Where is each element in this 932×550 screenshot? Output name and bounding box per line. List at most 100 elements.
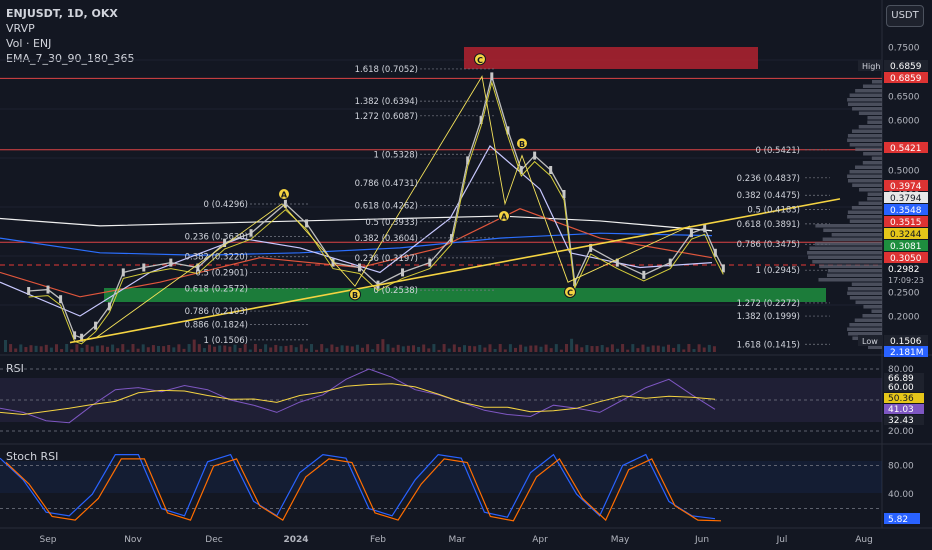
- fib-mid-label: 0 (0.2538): [374, 286, 418, 296]
- symbol-title[interactable]: ENJUSDT, 1D, OKX: [6, 7, 118, 20]
- fib-left-label: 0.382 (0.3220): [185, 253, 248, 263]
- volume-bar: [692, 349, 696, 352]
- volume-bar: [136, 348, 140, 352]
- price-label: 0.3974: [890, 182, 922, 192]
- legend-vrvp[interactable]: VRVP: [6, 22, 35, 35]
- volume-profile-bar: [847, 291, 882, 295]
- price-label: 0.3548: [890, 206, 922, 216]
- volume-profile-bar: [851, 206, 882, 210]
- fib-left-label: 0.236 (0.3630): [185, 233, 248, 243]
- time-tick-label: Apr: [532, 535, 548, 545]
- volume-bar: [514, 347, 517, 352]
- price-candle: [121, 268, 125, 277]
- price-tick-label: 0.6500: [888, 93, 920, 103]
- volume-profile-bar: [849, 323, 882, 327]
- volume-bar: [667, 344, 670, 352]
- volume-bar: [565, 344, 568, 352]
- support-zone-green: [104, 288, 826, 302]
- price-tick-label: 0.6000: [888, 117, 920, 127]
- volume-bar: [712, 346, 716, 352]
- fib-mid-label: 1.618 (0.7052): [355, 65, 418, 75]
- legend-volume[interactable]: Vol · ENJ: [6, 37, 52, 50]
- price-candle: [305, 219, 309, 228]
- price-candle: [573, 278, 577, 287]
- volume-bar: [585, 345, 589, 352]
- volume-profile-bar: [862, 314, 882, 318]
- volume-bar: [559, 349, 563, 352]
- time-tick-label: Sep: [40, 535, 57, 545]
- stoch-label-bg: [884, 513, 920, 524]
- price-label: 0.6859: [890, 74, 922, 84]
- price-candle: [533, 151, 537, 160]
- volume-bar: [187, 344, 191, 352]
- volume-bar: [376, 344, 380, 352]
- rsi-label-bg: [884, 415, 924, 425]
- rsi-ma-line: [0, 383, 716, 416]
- volume-bar: [366, 344, 370, 352]
- volume-bar: [238, 348, 242, 352]
- volume-profile-bar: [848, 332, 882, 336]
- volume-profile-bar: [867, 345, 882, 349]
- wave-label: C: [477, 56, 483, 65]
- volume-bar: [253, 344, 257, 352]
- fib-left-label: 0.618 (0.2572): [185, 284, 248, 294]
- volume-bar: [213, 346, 217, 352]
- volume-bar: [544, 344, 548, 352]
- volume-bar: [39, 346, 43, 352]
- rsi-label-bg: [884, 404, 924, 414]
- volume-bar: [656, 345, 660, 352]
- volume-bar: [172, 347, 176, 352]
- volume-profile-bar: [847, 138, 882, 142]
- stoch-pane-label[interactable]: Stoch RSI: [6, 450, 59, 463]
- volume-bar: [325, 348, 329, 352]
- volume-bar: [621, 344, 625, 352]
- time-tick-label: Mar: [449, 535, 466, 545]
- price-candle: [689, 229, 693, 238]
- price-candle: [479, 116, 483, 124]
- volume-bar: [483, 347, 487, 352]
- current-price-label: 0.2982: [888, 265, 920, 275]
- volume-bar: [95, 345, 99, 352]
- volume-profile-bar: [847, 174, 882, 178]
- volume-bar: [218, 345, 222, 352]
- volume-profile-bar: [854, 318, 882, 322]
- fib-right-label: 0.382 (0.4475): [737, 191, 800, 201]
- volume-bar: [320, 344, 324, 352]
- legend-ema[interactable]: EMA_7_30_90_180_365: [6, 52, 135, 65]
- volume-bar: [508, 344, 512, 352]
- volume-profile-bar: [847, 327, 882, 331]
- price-label-tag: Low: [862, 337, 878, 346]
- time-tick-label: Feb: [370, 535, 386, 545]
- volume-bar: [167, 344, 171, 352]
- volume-profile-bar: [871, 309, 882, 313]
- volume-bar: [427, 348, 431, 352]
- volume-bar: [432, 344, 436, 352]
- volume-bar: [294, 347, 298, 352]
- rsi-pane-label[interactable]: RSI: [6, 362, 24, 375]
- price-label: 0.3050: [890, 254, 922, 264]
- volume-bar: [493, 349, 497, 352]
- wave-label: A: [281, 191, 288, 200]
- volume-bar: [248, 349, 252, 352]
- rsi-value-label: 32.43: [888, 416, 914, 426]
- wave-label: B: [519, 140, 525, 149]
- fib-right-label: 0.5 (0.4183): [747, 206, 800, 216]
- wave-label: A: [501, 213, 508, 222]
- volume-bar: [162, 346, 166, 352]
- volume-bar: [355, 344, 359, 352]
- volume-bar: [116, 348, 120, 352]
- price-line: [28, 73, 724, 339]
- price-tick-label: 0.7500: [888, 44, 920, 54]
- price-candle: [490, 72, 494, 81]
- volume-profile-bar: [847, 134, 882, 138]
- currency-button[interactable]: USDT: [886, 5, 924, 27]
- volume-bar: [100, 345, 104, 352]
- volume-bar: [442, 344, 446, 352]
- volume-bar: [233, 344, 237, 352]
- volume-bar: [80, 347, 84, 352]
- volume-bar: [488, 344, 492, 352]
- price-candle: [357, 263, 361, 272]
- volume-bar: [697, 344, 701, 352]
- fib-left-label: 0.886 (0.1824): [185, 321, 248, 331]
